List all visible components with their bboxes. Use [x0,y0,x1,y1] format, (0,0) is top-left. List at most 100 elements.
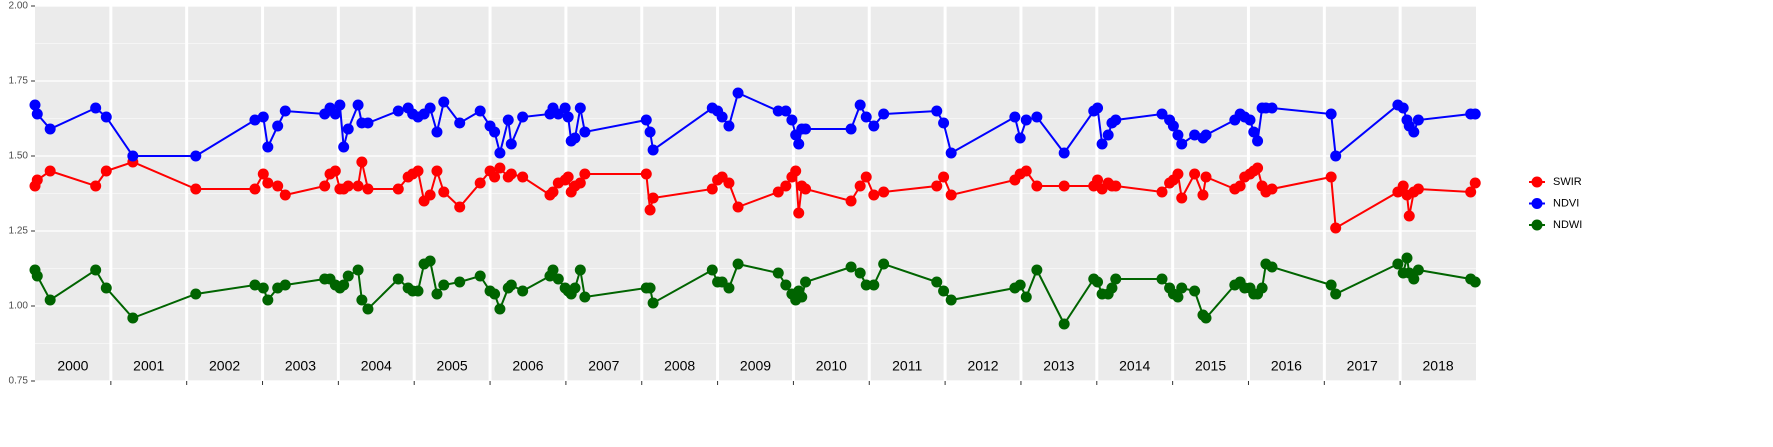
data-point [579,126,591,138]
data-point [1110,114,1122,126]
data-point [574,264,586,276]
data-point [90,102,102,114]
legend-key-point [1531,219,1543,231]
data-point [44,294,56,306]
data-point [931,276,943,288]
data-point [1110,273,1122,285]
data-point [454,276,466,288]
data-point [1325,279,1337,291]
year-label: 2006 [512,358,543,374]
data-point [1248,126,1260,138]
data-point [262,141,274,153]
data-point [494,147,506,159]
data-point [640,168,652,180]
data-point [647,297,659,309]
data-point [772,267,784,279]
data-point [1200,312,1212,324]
data-point [854,267,866,279]
year-label: 2009 [740,358,771,374]
data-point [1403,210,1415,222]
data-point [1172,129,1184,141]
data-point [1156,273,1168,285]
data-point [338,141,350,153]
data-point [579,168,591,180]
data-point [392,105,404,117]
data-point [574,177,586,189]
data-point [1058,180,1070,192]
data-point [945,147,957,159]
data-point [392,183,404,195]
data-point [800,123,812,135]
legend-label: SWIR [1553,176,1582,188]
data-point [938,285,950,297]
data-point [356,294,368,306]
data-point [780,105,792,117]
data-point [1058,147,1070,159]
data-point [860,171,872,183]
data-point [793,207,805,219]
data-point [796,291,808,303]
data-point [90,180,102,192]
data-point [559,102,571,114]
data-point [552,273,564,285]
data-point [431,165,443,177]
data-point [562,171,574,183]
year-label: 2004 [361,358,392,374]
data-point [319,180,331,192]
legend-label: NDWI [1553,219,1582,231]
data-point [474,177,486,189]
data-point [793,138,805,150]
data-point [1244,114,1256,126]
data-point [1408,273,1420,285]
data-point [494,303,506,315]
data-point [1256,282,1268,294]
data-point [502,114,514,126]
data-point [431,288,443,300]
data-point [438,186,450,198]
data-point [517,111,529,123]
data-point [644,204,656,216]
data-point [272,120,284,132]
data-point [723,177,735,189]
y-tick-label: 1.00 [9,301,29,312]
data-point [424,102,436,114]
y-tick-label: 2.00 [9,1,29,12]
data-point [1252,162,1264,174]
year-label: 2000 [57,358,88,374]
data-point [392,273,404,285]
data-point [938,171,950,183]
data-point [1266,102,1278,114]
data-point [938,117,950,129]
year-label: 2011 [892,358,922,374]
data-point [505,279,517,291]
data-point [868,120,880,132]
data-point [780,180,792,192]
data-point [257,168,269,180]
year-label: 2017 [1347,358,1378,374]
data-point [279,105,291,117]
data-point [1009,111,1021,123]
data-point [878,108,890,120]
data-point [772,105,784,117]
year-label: 2002 [209,358,240,374]
data-point [352,264,364,276]
data-point [342,270,354,282]
data-point [790,165,802,177]
data-point [1014,132,1026,144]
data-point [1266,183,1278,195]
data-point [100,282,112,294]
data-point [547,186,559,198]
data-point [732,258,744,270]
data-point [1397,102,1409,114]
data-point [1412,264,1424,276]
data-point [342,180,354,192]
data-point [1110,180,1122,192]
data-point [854,99,866,111]
data-point [1189,129,1201,141]
data-point [1020,114,1032,126]
data-point [249,114,261,126]
data-point [1020,165,1032,177]
data-point [279,189,291,201]
data-point [931,180,943,192]
data-point [1092,276,1104,288]
